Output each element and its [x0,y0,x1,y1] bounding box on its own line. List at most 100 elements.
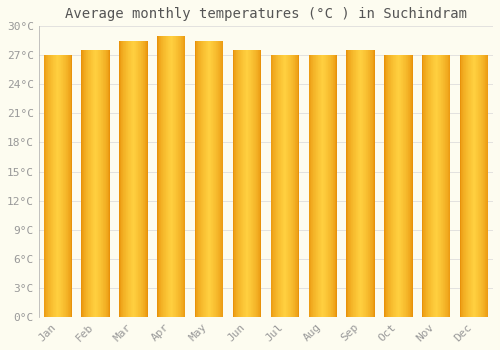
Bar [331,55,332,317]
Bar [256,50,257,317]
Bar [84,50,85,317]
Bar [240,50,242,317]
Bar [438,55,439,317]
Bar [434,55,435,317]
Bar [89,50,90,317]
Bar [372,50,374,317]
Bar [237,50,238,317]
Bar [166,36,167,317]
Title: Average monthly temperatures (°C ) in Suchindram: Average monthly temperatures (°C ) in Su… [65,7,467,21]
Bar [100,50,102,317]
Bar [109,50,110,317]
Bar [319,55,320,317]
Bar [58,55,59,317]
Bar [352,50,353,317]
Bar [168,36,169,317]
Bar [368,50,369,317]
Bar [48,55,49,317]
Bar [144,41,145,317]
Bar [292,55,294,317]
Bar [249,50,250,317]
Bar [279,55,280,317]
Bar [59,55,60,317]
Bar [207,41,208,317]
Bar [177,36,178,317]
Bar [316,55,317,317]
Bar [119,41,120,317]
Bar [120,41,122,317]
Bar [481,55,482,317]
Bar [83,50,84,317]
Bar [441,55,442,317]
Bar [132,41,134,317]
Bar [92,50,93,317]
Bar [54,55,55,317]
Bar [287,55,288,317]
Bar [129,41,130,317]
Bar [157,36,158,317]
Bar [472,55,474,317]
Bar [318,55,319,317]
Bar [289,55,290,317]
Bar [137,41,138,317]
Bar [367,50,368,317]
Bar [172,36,174,317]
Bar [220,41,221,317]
Bar [50,55,51,317]
Bar [288,55,289,317]
Bar [470,55,472,317]
Bar [180,36,181,317]
Bar [139,41,140,317]
Bar [185,36,186,317]
Bar [480,55,481,317]
Bar [233,50,234,317]
Bar [219,41,220,317]
Bar [349,50,350,317]
Bar [410,55,411,317]
Bar [385,55,386,317]
Bar [460,55,462,317]
Bar [197,41,198,317]
Bar [408,55,409,317]
Bar [482,55,484,317]
Bar [423,55,424,317]
Bar [447,55,448,317]
Bar [198,41,199,317]
Bar [273,55,274,317]
Bar [365,50,366,317]
Bar [396,55,397,317]
Bar [182,36,184,317]
Bar [286,55,287,317]
Bar [105,50,106,317]
Bar [258,50,259,317]
Bar [97,50,98,317]
Bar [465,55,466,317]
Bar [448,55,449,317]
Bar [236,50,237,317]
Bar [47,55,48,317]
Bar [167,36,168,317]
Bar [428,55,429,317]
Bar [424,55,425,317]
Bar [94,50,95,317]
Bar [290,55,292,317]
Bar [346,50,347,317]
Bar [406,55,407,317]
Bar [209,41,210,317]
Bar [250,50,252,317]
Bar [67,55,68,317]
Bar [326,55,327,317]
Bar [259,50,260,317]
Bar [313,55,314,317]
Bar [389,55,390,317]
Bar [135,41,136,317]
Bar [317,55,318,317]
Bar [196,41,197,317]
Bar [142,41,144,317]
Bar [96,50,97,317]
Bar [246,50,247,317]
Bar [44,55,45,317]
Bar [411,55,412,317]
Bar [160,36,162,317]
Bar [242,50,244,317]
